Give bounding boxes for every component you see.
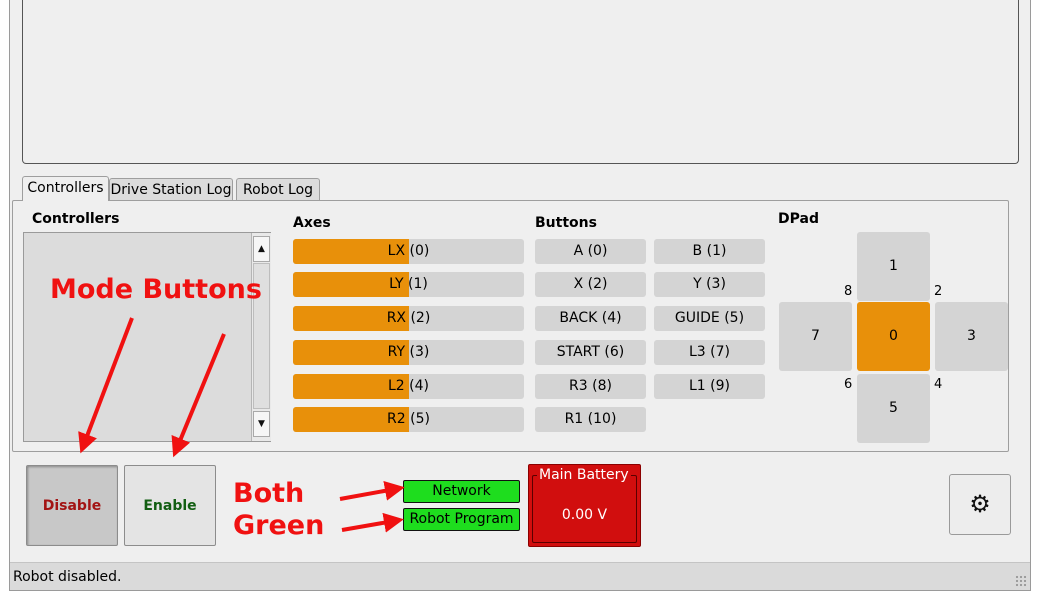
- axis-bar-r2: R2 (5): [293, 407, 524, 432]
- axis-bar-rx: RX (2): [293, 306, 524, 331]
- status-bar: Robot disabled.: [10, 562, 1030, 590]
- controller-button-indicator: BACK (4): [535, 306, 646, 331]
- axis-fill: [293, 340, 409, 365]
- axis-fill: [293, 272, 409, 297]
- axes-title: Axes: [293, 215, 331, 231]
- tab-controllers[interactable]: Controllers: [22, 176, 109, 201]
- disable-button[interactable]: Disable: [26, 465, 118, 546]
- controller-button-indicator: GUIDE (5): [654, 306, 765, 331]
- axis-label: RX (2): [293, 306, 524, 331]
- axis-index: (0): [409, 243, 430, 259]
- dpad-center: 0: [857, 302, 930, 371]
- dpad-corner-up-right: 2: [934, 284, 943, 299]
- axis-name: L2: [387, 378, 405, 394]
- main-battery-panel: Main Battery 0.00 V: [528, 464, 641, 547]
- tab-robot-log[interactable]: Robot Log: [236, 178, 320, 202]
- tab-drive-station-log[interactable]: Drive Station Log: [109, 178, 233, 202]
- axis-index: (5): [410, 411, 430, 427]
- axis-index: (2): [410, 310, 431, 326]
- dpad-corner-up-left: 8: [844, 284, 853, 299]
- triangle-up-icon: ▲: [258, 244, 265, 254]
- scroll-up-button[interactable]: ▲: [253, 236, 270, 262]
- controller-button-indicator: X (2): [535, 272, 646, 297]
- controller-button-indicator: L3 (7): [654, 340, 765, 365]
- robot-program-indicator: Robot Program: [403, 508, 520, 531]
- controller-button-indicator: L1 (9): [654, 374, 765, 399]
- dpad-right: 3: [935, 302, 1008, 371]
- controllers-title: Controllers: [32, 211, 120, 227]
- dpad-up: 1: [857, 232, 930, 301]
- axis-name: LY: [389, 276, 404, 292]
- controller-button-indicator: R3 (8): [535, 374, 646, 399]
- axis-fill: [293, 374, 409, 399]
- dpad-corner-down-left: 6: [844, 377, 853, 392]
- axis-bar-lx: LX (0): [293, 239, 524, 264]
- scroll-down-button[interactable]: ▼: [253, 411, 270, 437]
- triangle-down-icon: ▼: [258, 419, 265, 429]
- axis-bar-ly: LY (1): [293, 272, 524, 297]
- axis-fill: [293, 239, 409, 264]
- controller-button-indicator: R1 (10): [535, 407, 646, 432]
- axis-fill: [293, 306, 409, 331]
- message-log-area[interactable]: [22, 0, 1019, 164]
- dpad-title: DPad: [778, 211, 819, 227]
- settings-button[interactable]: ⚙: [949, 474, 1011, 535]
- network-indicator: Network: [403, 480, 520, 503]
- annotation-green: Green: [233, 510, 325, 541]
- axis-label: LX (0): [293, 239, 524, 264]
- dpad-corner-down-right: 4: [934, 377, 943, 392]
- controllers-scrollbar[interactable]: ▲ ▼: [251, 233, 271, 441]
- battery-title: Main Battery: [537, 467, 631, 483]
- status-text: Robot disabled.: [13, 569, 122, 585]
- controller-button-indicator: START (6): [535, 340, 646, 365]
- annotation-both: Both: [233, 478, 305, 509]
- axis-bar-l2: L2 (4): [293, 374, 524, 399]
- axis-bar-ry: RY (3): [293, 340, 524, 365]
- dpad-left: 7: [779, 302, 852, 371]
- axis-fill: [293, 407, 409, 432]
- dpad-down: 5: [857, 374, 930, 443]
- resize-grip-icon[interactable]: [1015, 575, 1027, 587]
- battery-voltage: 0.00 V: [561, 507, 608, 523]
- axis-name: RX: [386, 310, 407, 326]
- enable-button[interactable]: Enable: [124, 465, 216, 546]
- buttons-title: Buttons: [535, 215, 597, 231]
- scroll-track[interactable]: [253, 263, 270, 409]
- axis-name: RY: [387, 344, 406, 360]
- gear-icon: ⚙: [969, 490, 991, 518]
- axis-label: RY (3): [293, 340, 524, 365]
- controller-button-indicator: B (1): [654, 239, 765, 264]
- axis-name: LX: [387, 243, 406, 259]
- controller-button-indicator: Y (3): [654, 272, 765, 297]
- axis-label: LY (1): [293, 272, 524, 297]
- axis-name: R2: [387, 411, 406, 427]
- axis-label: R2 (5): [293, 407, 524, 432]
- controllers-list[interactable]: ▲ ▼: [23, 232, 271, 442]
- axis-label: L2 (4): [293, 374, 524, 399]
- annotation-mode-buttons: Mode Buttons: [50, 274, 262, 305]
- axis-index: (4): [409, 378, 429, 394]
- controller-button-indicator: A (0): [535, 239, 646, 264]
- axis-index: (1): [408, 276, 428, 292]
- axis-index: (3): [409, 344, 430, 360]
